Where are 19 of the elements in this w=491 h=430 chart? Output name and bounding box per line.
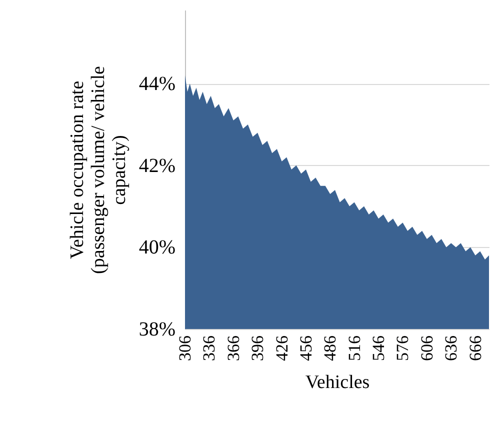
x-tick-label: 396 (248, 336, 268, 361)
x-tick-label: 306 (176, 336, 194, 361)
x-tick-label: 426 (272, 336, 292, 361)
y-tick-label: 38% (138, 318, 176, 340)
x-tick-label: 366 (224, 336, 243, 361)
y-tick-label: 40% (138, 236, 176, 259)
x-tick-label: 606 (417, 336, 436, 361)
y-axis-title: Vehicle occupation rate (passenger volume/ vehicle capacity) (66, 66, 130, 274)
y-tick-label: 42% (138, 154, 176, 177)
x-tick-label: 336 (200, 336, 219, 361)
x-tick-label: 576 (393, 336, 412, 361)
x-tick-label: 516 (344, 336, 364, 361)
x-tick-label: 546 (369, 336, 388, 361)
x-tick-label: 636 (442, 336, 461, 361)
x-axis-title: Vehicles (305, 372, 370, 393)
y-tick-label: 44% (138, 73, 176, 96)
x-tick-label: 486 (320, 336, 340, 361)
x-tick-label: 666 (466, 336, 485, 361)
x-tick-label: 456 (296, 336, 316, 361)
